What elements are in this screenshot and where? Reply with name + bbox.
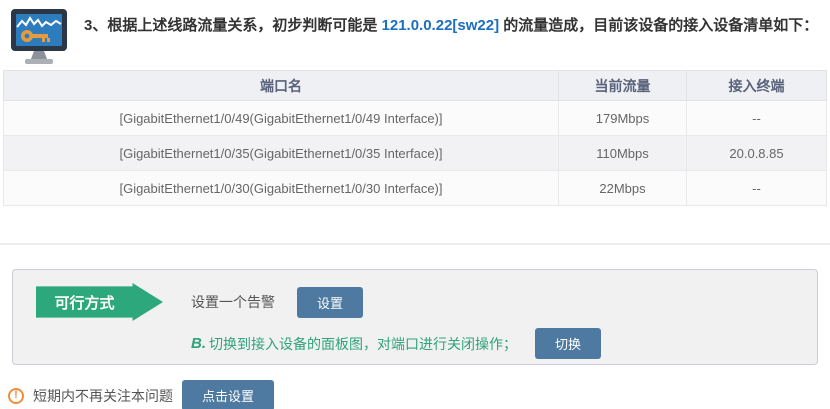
- table-header-row: 端口名 当前流量 接入终端: [3, 70, 827, 101]
- column-header-traffic: 当前流量: [558, 70, 687, 101]
- terminal-cell: --: [686, 100, 827, 136]
- summary-text: 3、根据上述线路流量关系，初步判断可能是 121.0.0.22[sw22] 的流…: [84, 8, 818, 37]
- summary-text-after: 的流量造成，目前该设备的接入设备清单如下：: [499, 17, 819, 34]
- option-b-prefix: B.: [191, 335, 206, 352]
- ignore-issue-label: 短期内不再关注本问题: [33, 387, 173, 404]
- terminal-cell: --: [686, 170, 827, 206]
- switch-panel-button[interactable]: 切换: [535, 328, 602, 359]
- port-name-cell: [GigabitEthernet1/0/49(GigabitEthernet1/…: [3, 100, 559, 136]
- port-name-cell: [GigabitEthernet1/0/30(GigabitEthernet1/…: [3, 170, 559, 206]
- option-a-row: 可行方式 设置一个告警 设置: [36, 283, 817, 321]
- warning-icon: !: [8, 387, 24, 404]
- option-b-row: B. 切换到接入设备的面板图，对端口进行关闭操作； 切换: [191, 328, 817, 359]
- monitor-chart-key-icon: [8, 8, 70, 66]
- feasible-methods-panel: 可行方式 设置一个告警 设置 B. 切换到接入设备的面板图，对端口进行关闭操作；…: [12, 269, 818, 365]
- terminal-cell: 20.0.8.85: [686, 135, 827, 171]
- ports-table: 端口名 当前流量 接入终端 [GigabitEthernet1/0/49(Gig…: [3, 70, 827, 206]
- column-header-port: 端口名: [3, 70, 559, 101]
- header: 3、根据上述线路流量关系，初步判断可能是 121.0.0.22[sw22] 的流…: [0, 0, 830, 66]
- option-b-label: 切换到接入设备的面板图，对端口进行关闭操作；: [209, 335, 517, 352]
- set-alarm-button[interactable]: 设置: [297, 286, 364, 318]
- table-row: [GigabitEthernet1/0/30(GigabitEthernet1/…: [3, 170, 827, 206]
- feasible-methods-banner: 可行方式: [36, 283, 163, 321]
- table-row: [GigabitEthernet1/0/49(GigabitEthernet1/…: [3, 100, 827, 136]
- option-a-label: 设置一个告警: [191, 294, 275, 310]
- traffic-cell: 110Mbps: [558, 135, 687, 171]
- footer-row: ! 短期内不再关注本问题 点击设置: [8, 380, 830, 409]
- section-divider: [0, 243, 830, 245]
- click-set-button[interactable]: 点击设置: [182, 380, 275, 409]
- traffic-cell: 179Mbps: [558, 100, 687, 136]
- column-header-terminal: 接入终端: [686, 70, 827, 101]
- summary-text-before: 3、根据上述线路流量关系，初步判断可能是: [84, 17, 382, 34]
- table-row: [GigabitEthernet1/0/35(GigabitEthernet1/…: [3, 135, 827, 171]
- device-ip-link[interactable]: 121.0.0.22[sw22]: [381, 17, 500, 34]
- port-name-cell: [GigabitEthernet1/0/35(GigabitEthernet1/…: [3, 135, 559, 171]
- traffic-cell: 22Mbps: [558, 170, 687, 206]
